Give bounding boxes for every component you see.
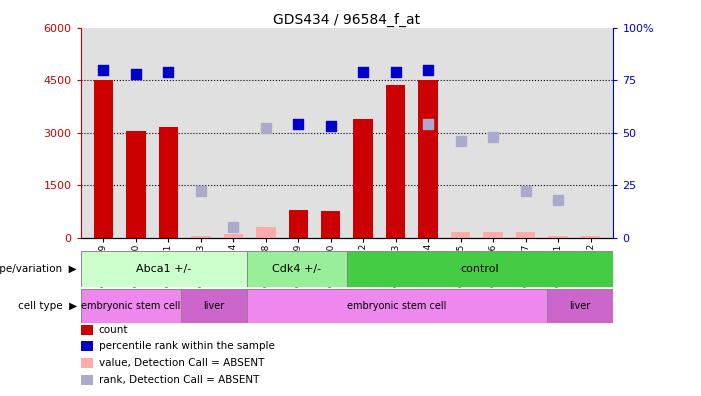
Bar	[289, 209, 308, 238]
Text: value, Detection Call = ABSENT: value, Detection Call = ABSENT	[99, 358, 264, 368]
Bar	[94, 80, 113, 238]
Bar	[386, 86, 405, 238]
Text: count: count	[99, 325, 128, 335]
Bar	[158, 128, 178, 238]
Bar	[126, 131, 146, 238]
Bar	[451, 232, 470, 238]
Text: percentile rank within the sample: percentile rank within the sample	[99, 341, 275, 351]
Bar	[256, 227, 275, 238]
Text: embryonic stem cell: embryonic stem cell	[347, 301, 447, 311]
Bar	[191, 236, 210, 238]
Text: Cdk4 +/-: Cdk4 +/-	[273, 264, 322, 274]
Point	[358, 69, 369, 75]
Point	[390, 69, 402, 75]
Bar	[418, 80, 438, 238]
Point	[260, 125, 271, 131]
Point	[292, 121, 304, 128]
Point	[455, 138, 466, 144]
Bar	[321, 211, 341, 238]
Bar	[181, 289, 247, 323]
Point	[163, 69, 174, 75]
Point	[97, 67, 109, 73]
Bar	[247, 251, 347, 287]
Bar	[516, 232, 536, 238]
Point	[488, 134, 499, 140]
Point	[423, 121, 434, 128]
Bar	[547, 289, 613, 323]
Point	[423, 67, 434, 73]
Text: cell type  ▶: cell type ▶	[18, 301, 77, 311]
Bar	[484, 232, 503, 238]
Text: rank, Detection Call = ABSENT: rank, Detection Call = ABSENT	[99, 375, 259, 385]
Title: GDS434 / 96584_f_at: GDS434 / 96584_f_at	[273, 13, 421, 27]
Text: Abca1 +/-: Abca1 +/-	[136, 264, 191, 274]
Point	[130, 71, 142, 77]
Text: liver: liver	[569, 301, 591, 311]
Text: embryonic stem cell: embryonic stem cell	[81, 301, 180, 311]
Bar	[581, 236, 600, 238]
Bar	[247, 289, 547, 323]
Bar	[353, 119, 373, 238]
Bar	[347, 251, 613, 287]
Point	[520, 188, 531, 194]
Bar	[81, 289, 181, 323]
Point	[195, 188, 206, 194]
Text: liver: liver	[203, 301, 224, 311]
Text: control: control	[461, 264, 500, 274]
Bar	[81, 251, 247, 287]
Bar	[224, 234, 243, 238]
Text: genotype/variation  ▶: genotype/variation ▶	[0, 264, 77, 274]
Point	[228, 224, 239, 230]
Bar	[548, 236, 568, 238]
Point	[552, 197, 564, 203]
Point	[325, 123, 336, 129]
